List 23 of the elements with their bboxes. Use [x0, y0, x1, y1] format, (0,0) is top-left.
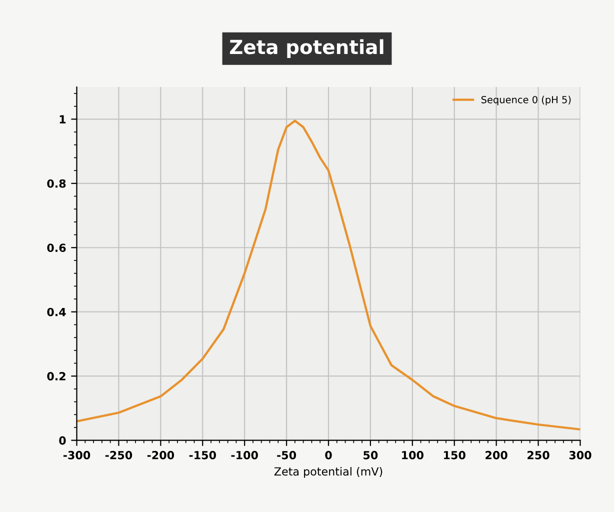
x-tick-label: -250	[105, 450, 132, 460]
line-series	[76, 120, 580, 431]
x-tick-label: 150	[444, 450, 466, 460]
x-tick-label: -150	[189, 450, 216, 460]
y-tick-label: 0	[59, 436, 66, 445]
legend-label: Sequence 0 (pH 5)	[481, 96, 571, 106]
x-tick-label: 200	[486, 450, 508, 460]
x-tick-label: -200	[147, 450, 174, 460]
y-tick-label: 0.4	[47, 308, 66, 316]
x-tick-label: 300	[569, 450, 592, 460]
x-tick-label: 250	[528, 450, 550, 460]
x-axis-title: Zeta potential (mV)	[274, 467, 382, 478]
y-tick-label: 1	[60, 115, 66, 124]
y-tick-label: 0.2	[47, 372, 66, 380]
chart-title: Zeta potential	[230, 39, 384, 58]
y-tick-label: 0.6	[47, 244, 66, 252]
y-tick-label: 0.8	[47, 179, 66, 188]
x-tick-label: -300	[63, 450, 90, 460]
x-tick-label: 50	[364, 450, 378, 460]
x-tick-label: 0	[325, 450, 332, 460]
x-tick-label: -50	[277, 450, 296, 460]
x-tick-label: 100	[402, 450, 424, 460]
x-tick-label: -100	[231, 450, 258, 460]
